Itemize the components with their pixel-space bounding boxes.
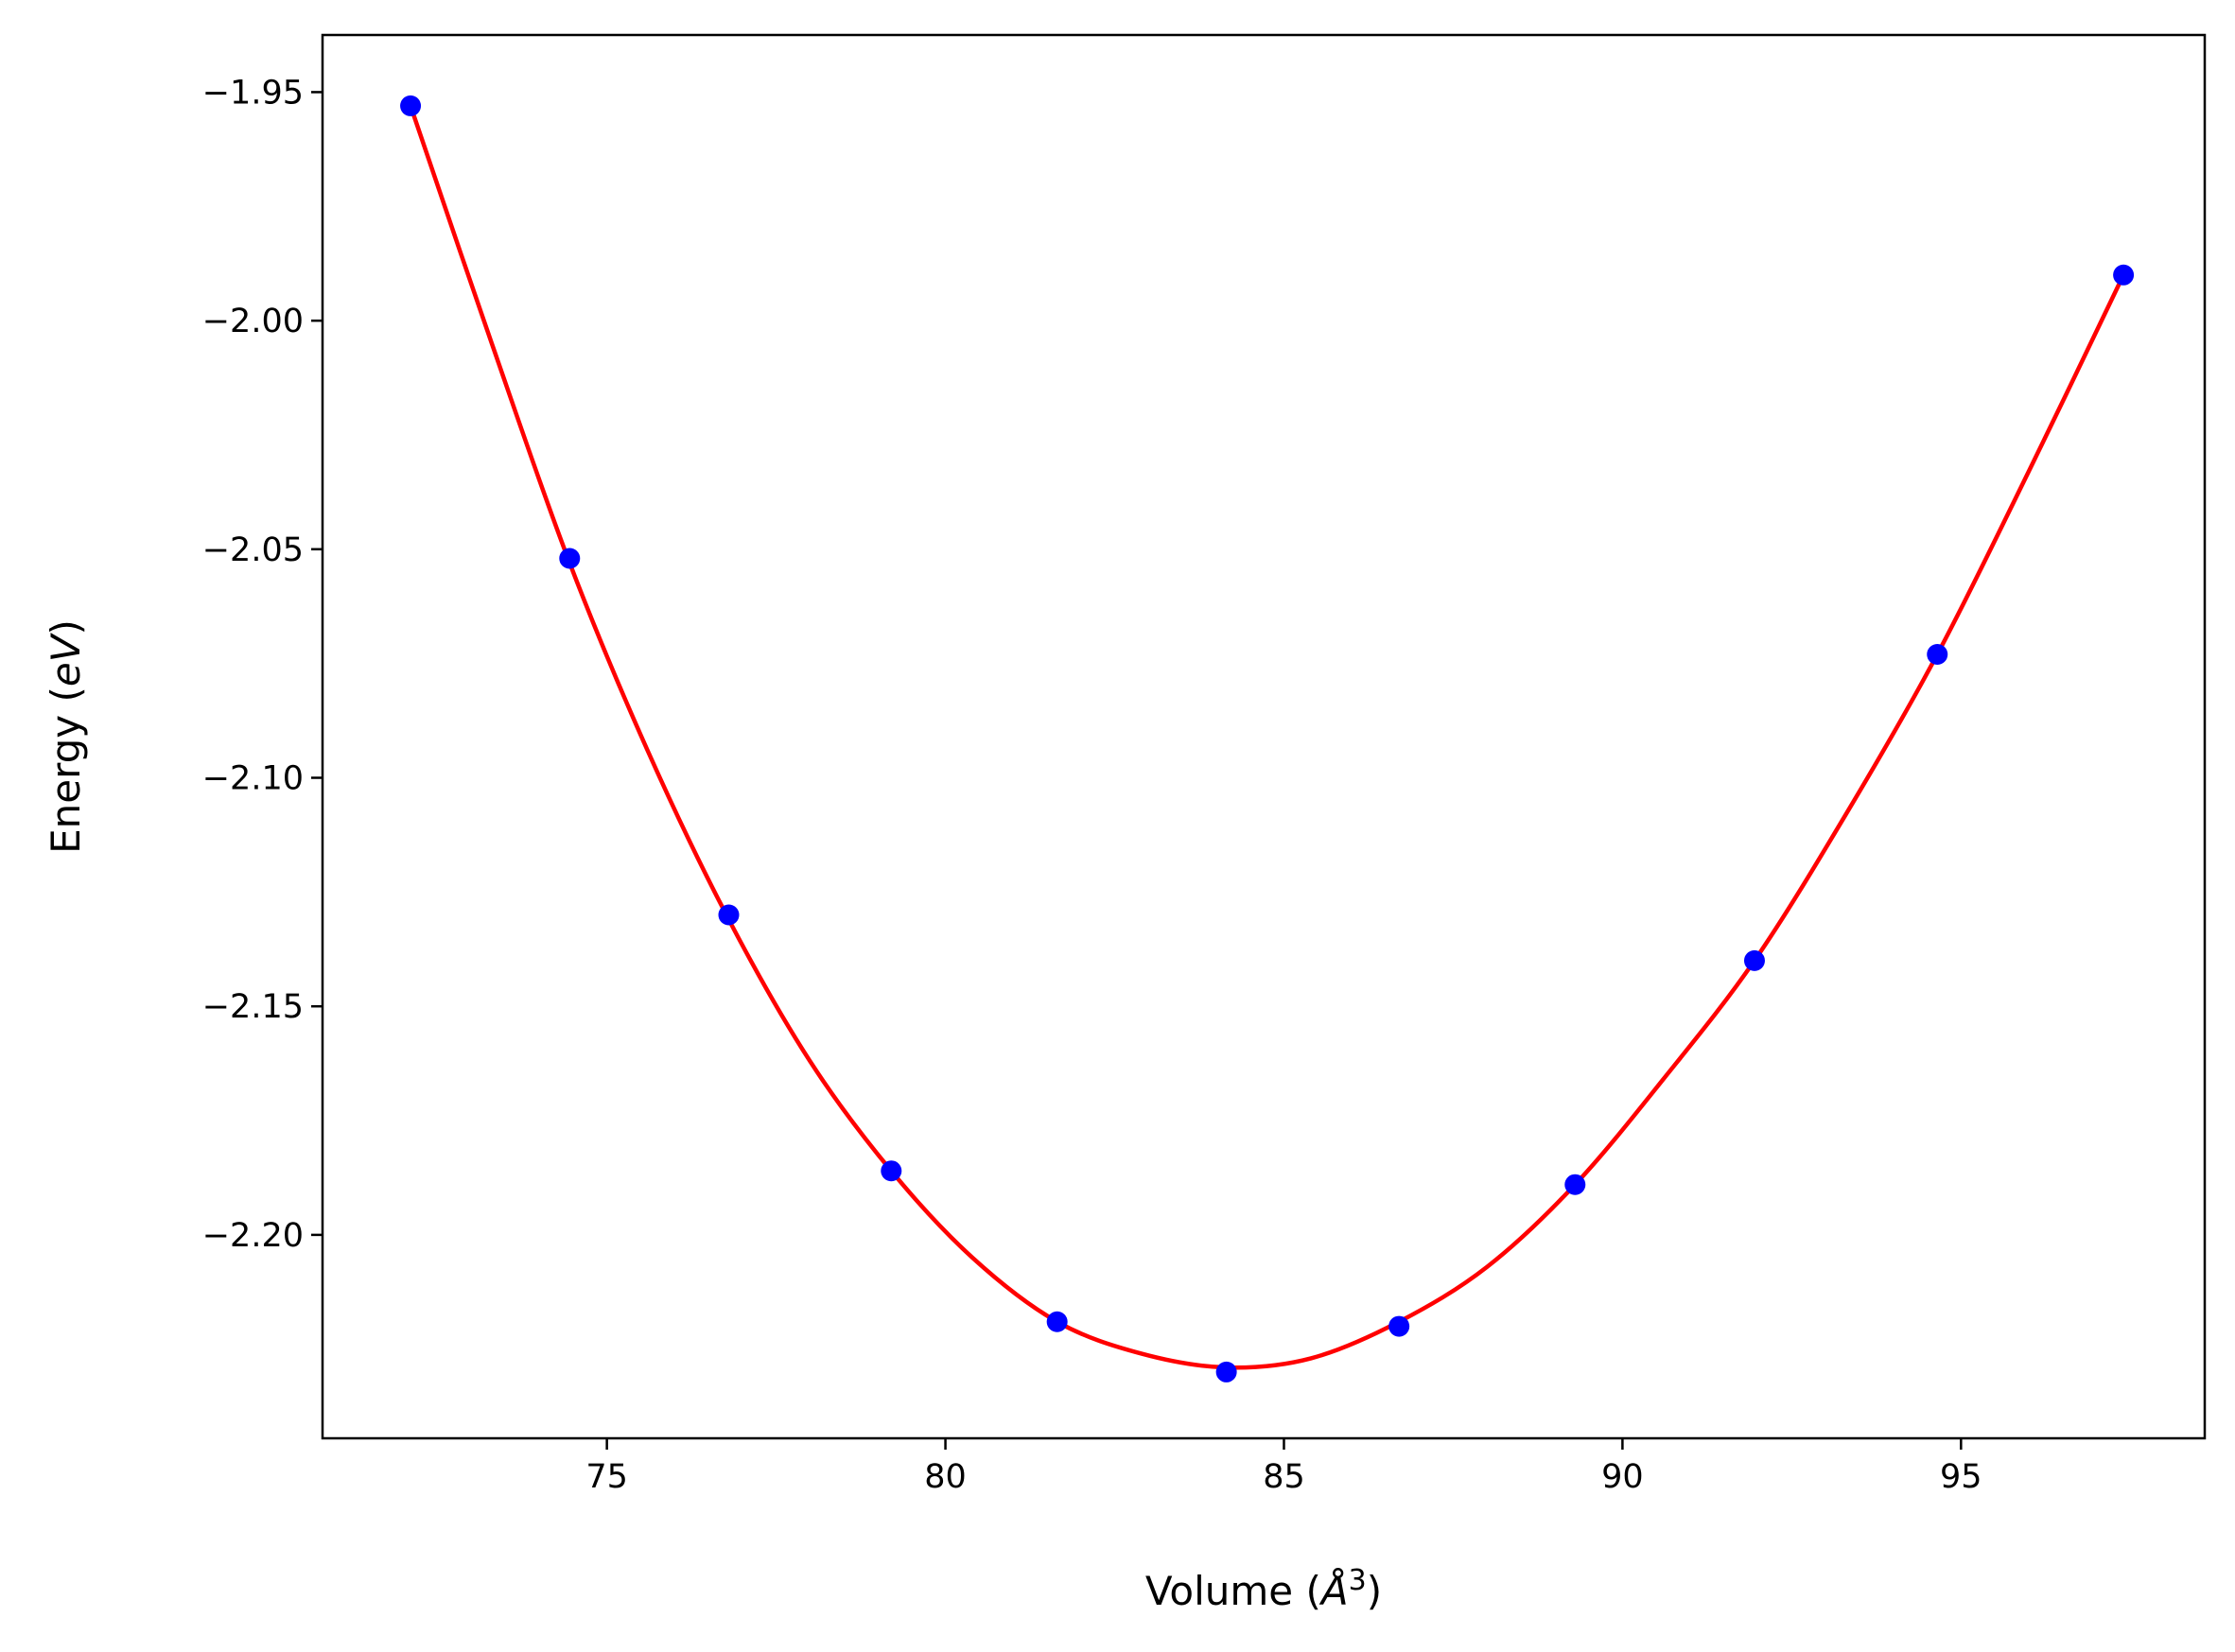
x-axis-label: Volume (Å3)	[1145, 1564, 1382, 1614]
tick-layer: 75 80 85 90 95 −1.95 −2.00 −2.05 −2.10 −2.15 −2.20	[202, 74, 1982, 1496]
x-tick-label: 75	[585, 1458, 628, 1496]
data-point-marker	[400, 95, 422, 116]
y-tick-label: −2.00	[202, 303, 304, 340]
plot-layer	[400, 95, 2135, 1382]
data-point-marker	[1046, 1311, 1068, 1332]
x-tick-label: 80	[924, 1458, 967, 1496]
data-point-marker	[881, 1160, 902, 1182]
data-point-marker	[2113, 264, 2135, 286]
data-point-marker	[718, 904, 740, 926]
plot-frame	[321, 33, 2207, 1440]
y-axis-label-symbol: eV	[43, 632, 89, 687]
data-point-marker	[559, 548, 581, 569]
x-tick-label: 95	[1940, 1458, 1982, 1496]
data-point-marker	[1564, 1174, 1586, 1195]
x-tick-label: 90	[1601, 1458, 1644, 1496]
data-point-marker	[1215, 1361, 1237, 1382]
x-axis-label-text: Volume (	[1145, 1568, 1321, 1614]
x-axis-label-superscript: 3	[1349, 1564, 1367, 1597]
x-tick-label: 85	[1263, 1458, 1305, 1496]
y-tick-label: −1.95	[202, 74, 304, 112]
y-axis-label-close: )	[43, 619, 89, 635]
x-axis-label-close: )	[1367, 1568, 1382, 1614]
y-tick-label: −2.05	[202, 531, 304, 569]
y-tick-label: −2.10	[202, 760, 304, 798]
y-tick-label: −2.15	[202, 988, 304, 1026]
data-point-marker	[1927, 643, 1948, 665]
data-point-marker	[1388, 1315, 1410, 1337]
y-tick-label: −2.20	[202, 1217, 304, 1255]
data-point-marker	[1743, 949, 1765, 971]
y-axis-label-text: Energy (	[43, 687, 89, 854]
y-axis-label: Energy (eV)	[43, 619, 89, 854]
x-axis-label-symbol: Å	[1318, 1567, 1349, 1614]
